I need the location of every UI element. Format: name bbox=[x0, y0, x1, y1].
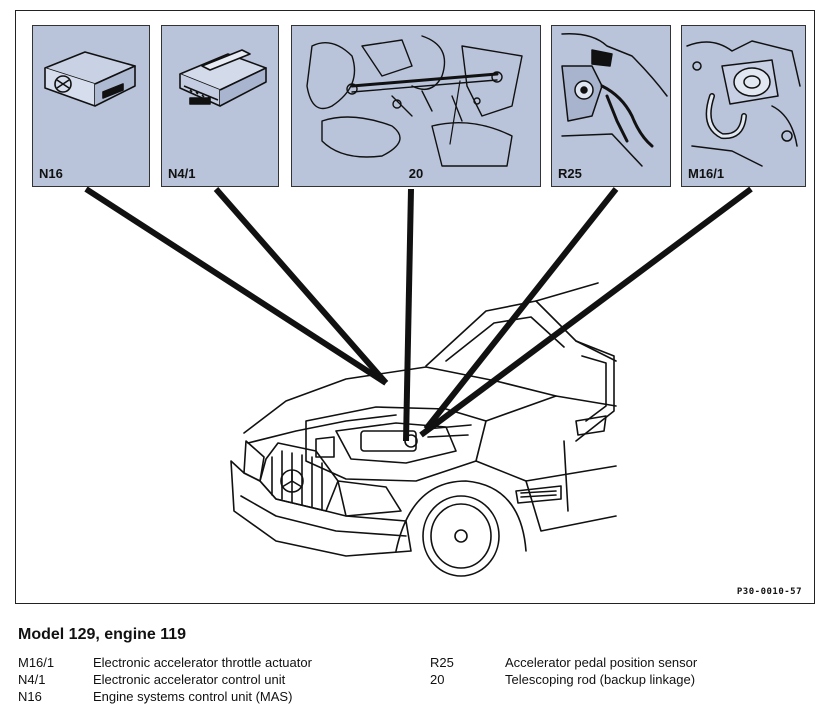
legend-description: Electronic accelerator control unit bbox=[93, 672, 286, 687]
legend-code: 20 bbox=[430, 672, 445, 687]
legend-item: N4/1 Electronic accelerator control unit bbox=[18, 672, 312, 689]
legend-code: M16/1 bbox=[18, 655, 55, 670]
panel-n4-1: N4/1 bbox=[161, 25, 279, 187]
callout-label-r25: R25 bbox=[558, 166, 582, 181]
legend-item: M16/1 Electronic accelerator throttle ac… bbox=[18, 655, 312, 672]
telescoping-rod-illustration bbox=[306, 35, 523, 167]
legend-right: R25 Accelerator pedal position sensor 20… bbox=[430, 655, 697, 689]
legend-item: N16 Engine systems control unit (MAS) bbox=[18, 689, 312, 706]
throttle-actuator-illustration bbox=[686, 40, 801, 167]
connector-m16-1 bbox=[419, 186, 753, 438]
document-reference: P30-0010-57 bbox=[736, 587, 802, 597]
callout-label-n16: N16 bbox=[39, 166, 63, 181]
diagram-frame: N16 N4/1 20 bbox=[15, 10, 815, 604]
panel-20: 20 bbox=[291, 25, 541, 187]
pedal-sensor-illustration bbox=[561, 33, 668, 167]
callout-label-m16-1: M16/1 bbox=[688, 166, 725, 181]
panel-r25: R25 bbox=[551, 25, 671, 187]
legend-code: R25 bbox=[430, 655, 454, 670]
panel-m16-1: M16/1 bbox=[681, 25, 806, 187]
legend-code: N4/1 bbox=[18, 672, 46, 687]
legend-description: Telescoping rod (backup linkage) bbox=[505, 672, 696, 687]
panel-n16: N16 bbox=[32, 25, 150, 187]
callout-label-20: 20 bbox=[408, 166, 424, 181]
control-unit-n16-illustration bbox=[44, 51, 136, 107]
legend-item: R25 Accelerator pedal position sensor bbox=[430, 655, 697, 672]
car-illustration bbox=[230, 282, 617, 577]
caption-heading: Model 129, engine 119 bbox=[18, 626, 187, 643]
connector-r25 bbox=[423, 187, 619, 431]
legend-code: N16 bbox=[18, 689, 42, 704]
connector-20 bbox=[403, 188, 414, 442]
legend-left: M16/1 Electronic accelerator throttle ac… bbox=[18, 655, 312, 706]
legend-item: 20 Telescoping rod (backup linkage) bbox=[430, 672, 697, 689]
callout-connectors bbox=[84, 186, 753, 442]
legend-description: Electronic accelerator throttle actuator bbox=[93, 655, 312, 670]
callout-label-n4-1: N4/1 bbox=[168, 166, 196, 181]
connector-n16 bbox=[84, 186, 388, 386]
connector-n4-1 bbox=[213, 187, 389, 385]
control-unit-n4-1-illustration bbox=[179, 49, 267, 107]
legend-description: Accelerator pedal position sensor bbox=[505, 655, 698, 670]
legend-description: Engine systems control unit (MAS) bbox=[93, 689, 293, 704]
